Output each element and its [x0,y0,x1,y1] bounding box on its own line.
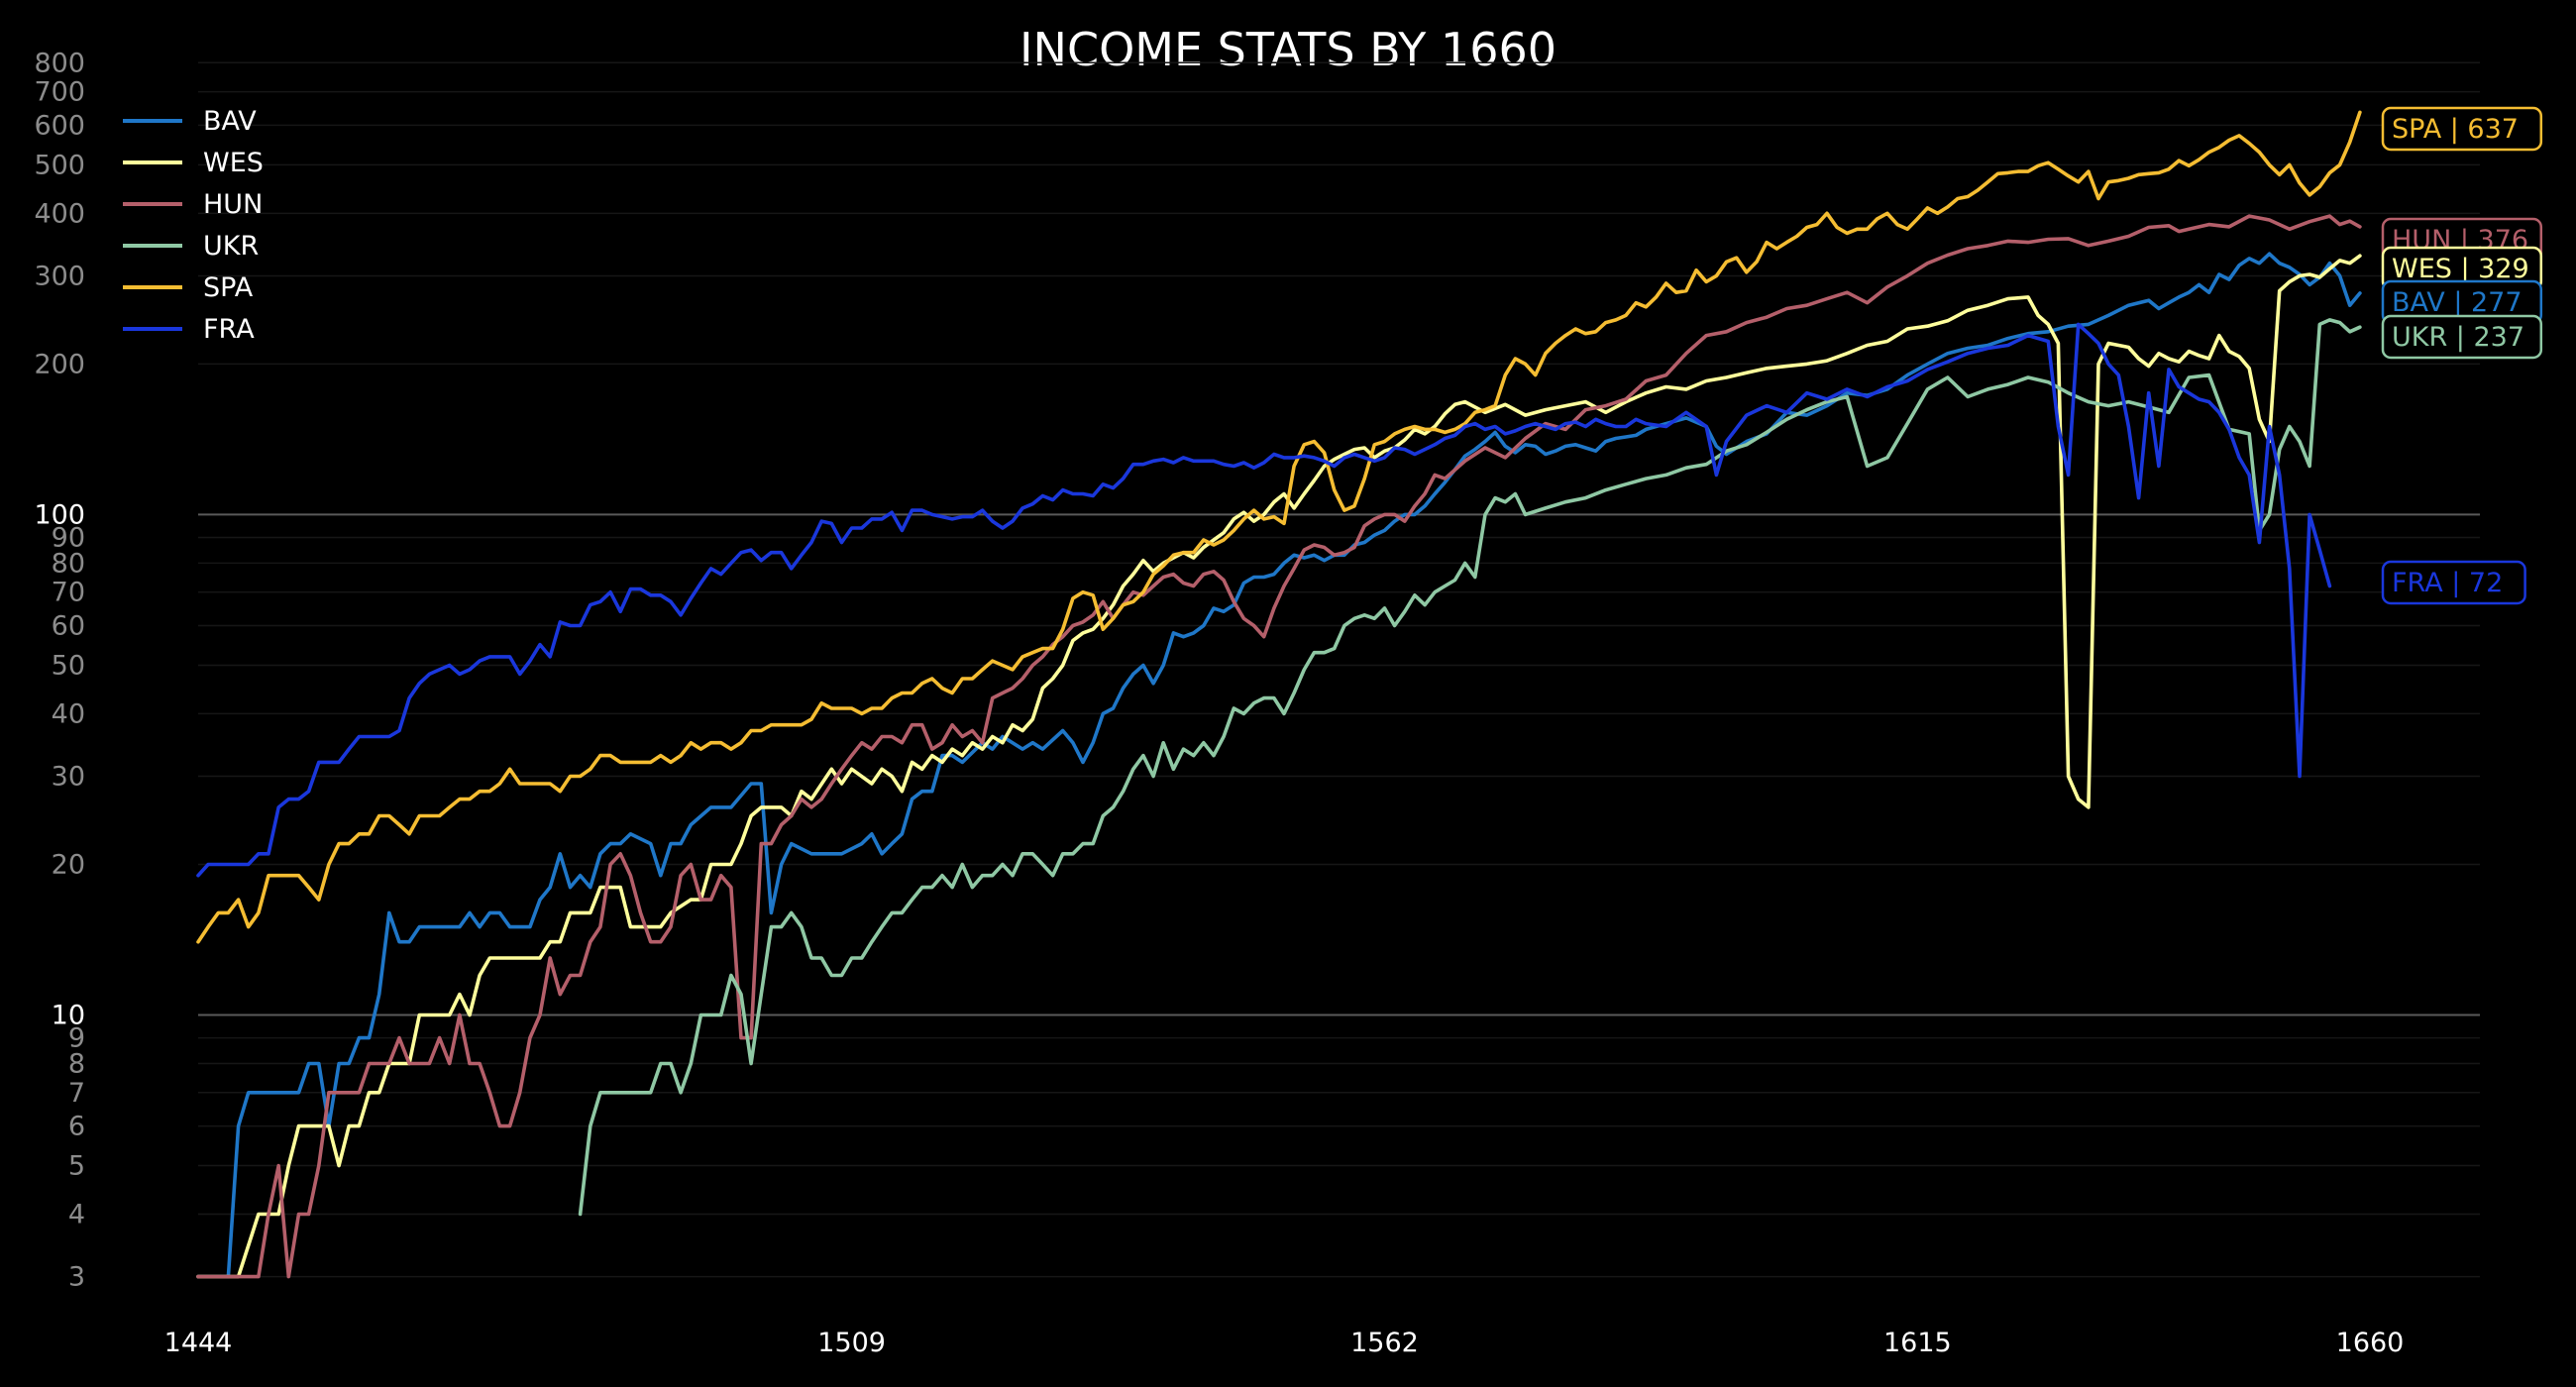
y-tick-label: 90 [52,523,85,554]
x-tick-label: 1660 [2336,1328,2405,1358]
legend-label: UKR [203,231,259,262]
x-axis-tick-labels: 1444 1509 1562 1615 1660 [164,1328,2405,1358]
grid-lines [198,61,2480,1278]
y-tick-label: 6 [68,1112,85,1142]
end-label-box [2381,560,2526,605]
y-tick-label: 700 [34,77,85,108]
end-label-text: BAV | 277 [2392,287,2522,318]
y-tick-label: 300 [34,261,85,291]
legend-label: BAV [203,106,257,137]
x-tick-label: 1615 [1883,1328,1952,1358]
y-tick-label: 80 [52,548,85,579]
y-tick-label: 400 [34,198,85,229]
legend-label: HUN [203,189,263,220]
chart-title: INCOME STATS BY 1660 [1020,23,1556,76]
legend-label: SPA [203,272,254,303]
end-label-box [2381,106,2543,152]
y-tick-label: 5 [68,1151,85,1182]
y-tick-label: 30 [52,762,85,793]
x-tick-label: 1562 [1350,1328,1419,1358]
end-label-text: FRA | 72 [2392,568,2503,598]
end-label-box [2381,314,2543,360]
series-line-hun [196,214,2362,1279]
end-label-fra: FRA | 72 [2381,560,2526,605]
y-tick-label: 100 [34,499,85,530]
y-tick-label: 20 [52,849,85,880]
y-tick-label: 40 [52,698,85,729]
y-tick-label: 7 [68,1078,85,1109]
legend-item-hun: HUN [123,189,263,220]
end-label-spa: SPA | 637 [2381,106,2543,152]
y-tick-label: 3 [68,1262,85,1293]
y-tick-label: 600 [34,110,85,141]
series-line-wes [196,254,2362,1279]
end-label-ukr: UKR | 237 [2381,314,2543,360]
y-tick-label: 500 [34,150,85,180]
series-line-bav [196,252,2362,1279]
legend: BAV WES HUN UKR SPA FRA [123,106,264,345]
legend-item-ukr: UKR [123,231,259,262]
series-line-ukr [578,318,2362,1217]
legend-item-bav: BAV [123,106,257,137]
x-tick-label: 1509 [817,1328,886,1358]
legend-label: FRA [203,314,255,345]
y-tick-label: 60 [52,610,85,641]
y-tick-label: 50 [52,650,85,681]
y-tick-label: 9 [68,1023,85,1054]
end-label-text: WES | 329 [2392,254,2529,284]
end-label-text: SPA | 637 [2392,114,2519,145]
legend-item-fra: FRA [123,314,255,345]
end-label-text: UKR | 237 [2392,322,2524,353]
y-tick-label: 70 [52,578,85,608]
y-tick-label: 800 [34,48,85,78]
x-tick-label: 1444 [164,1328,233,1358]
legend-item-wes: WES [123,148,264,178]
y-tick-label: 4 [68,1200,85,1230]
y-tick-label: 10 [52,1001,85,1031]
end-label-bav: BAV | 277 [2381,279,2543,325]
series-lines [196,110,2362,1279]
series-line-fra [196,322,2332,878]
legend-item-spa: SPA [123,272,254,303]
legend-label: WES [203,148,264,178]
y-tick-label: 8 [68,1048,85,1079]
y-tick-label: 200 [34,349,85,379]
